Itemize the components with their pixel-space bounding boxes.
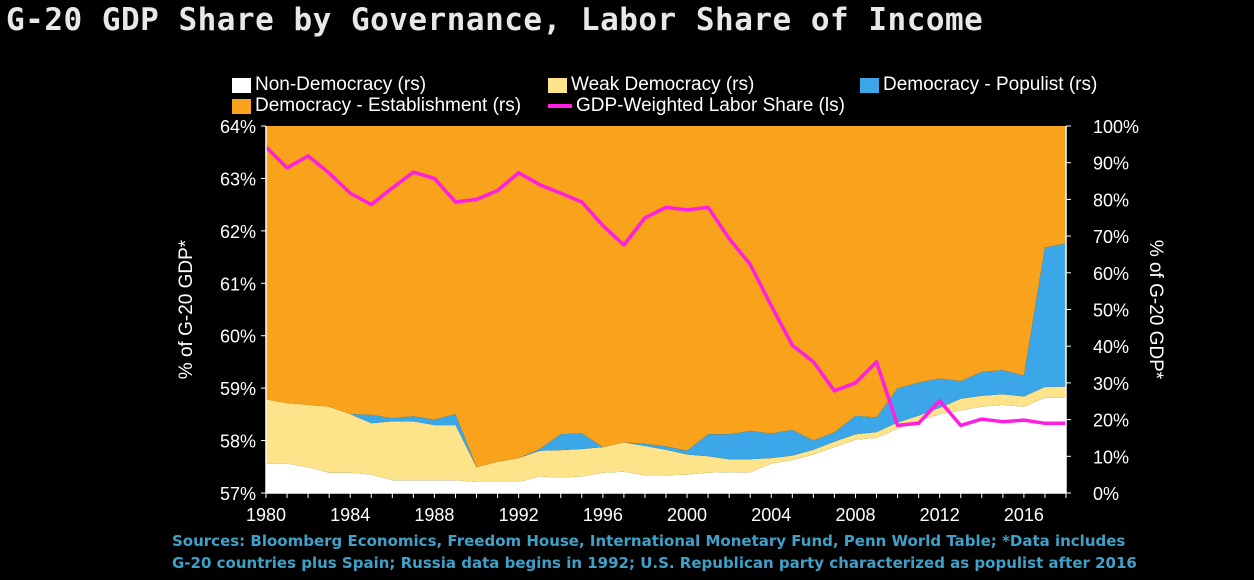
line-labor-share xyxy=(264,145,1066,428)
right-tick-label: 50% xyxy=(1093,301,1129,321)
right-tick-label: 0% xyxy=(1093,484,1119,504)
x-tick-label: 2000 xyxy=(667,505,707,525)
x-tick-label: 1992 xyxy=(499,505,539,525)
sources-note: Sources: Bloomberg Economics, Freedom Ho… xyxy=(172,530,1152,574)
plot-areas xyxy=(266,126,1066,493)
left-tick-label: 57% xyxy=(220,484,256,504)
x-tick-label: 1980 xyxy=(246,505,286,525)
area-democracy-establishment xyxy=(266,126,1066,468)
legend-label-labor-share: GDP-Weighted Labor Share (ls) xyxy=(576,95,845,116)
x-tick-label: 1984 xyxy=(330,505,370,525)
left-tick-label: 61% xyxy=(220,274,256,294)
x-tick-label: 2016 xyxy=(1004,505,1044,525)
chart-legend: Non-Democracy (rs) Weak Democracy (rs) D… xyxy=(232,74,1132,118)
legend-label-weak-democracy: Weak Democracy (rs) xyxy=(571,74,755,95)
right-tick-label: 40% xyxy=(1093,337,1129,357)
right-axis-title: % of G-20 GDP* xyxy=(1145,240,1166,380)
legend-label-non-democracy: Non-Democracy (rs) xyxy=(255,74,427,95)
plot-line xyxy=(264,145,1066,428)
left-axis-title: % of G-20 GDP* xyxy=(176,239,197,379)
right-tick-label: 100% xyxy=(1093,117,1139,137)
x-tick-label: 2004 xyxy=(751,505,791,525)
x-tick-label: 1996 xyxy=(583,505,623,525)
legend-swatch-non-democracy xyxy=(232,77,251,93)
right-tick-label: 90% xyxy=(1093,154,1129,174)
sources-line-2: G-20 countries plus Spain; Russia data b… xyxy=(172,554,1137,572)
right-tick-label: 80% xyxy=(1093,190,1129,210)
right-tick-label: 70% xyxy=(1093,227,1129,247)
right-tick-label: 10% xyxy=(1093,447,1129,467)
x-tick-label: 1988 xyxy=(414,505,454,525)
legend-swatch-democracy-establishment xyxy=(232,98,251,114)
x-tick-label: 2008 xyxy=(835,505,875,525)
legend-swatch-labor-share xyxy=(548,104,572,108)
legend-item-weak-democracy: Weak Democracy (rs) xyxy=(548,74,754,96)
left-tick-label: 62% xyxy=(220,222,256,242)
left-tick-label: 60% xyxy=(220,327,256,347)
page-title: G-20 GDP Share by Governance, Labor Shar… xyxy=(6,2,984,38)
legend-item-labor-share: GDP-Weighted Labor Share (ls) xyxy=(548,95,845,117)
sources-line-1: Sources: Bloomberg Economics, Freedom Ho… xyxy=(172,532,1126,550)
right-tick-label: 30% xyxy=(1093,374,1129,394)
area-non-democracy xyxy=(266,397,1066,493)
legend-label-democracy-establishment: Democracy - Establishment (rs) xyxy=(255,95,522,116)
left-tick-label: 58% xyxy=(220,432,256,452)
right-tick-label: 60% xyxy=(1093,264,1129,284)
legend-item-democracy-populist: Democracy - Populist (rs) xyxy=(860,74,1097,96)
left-tick-label: 59% xyxy=(220,379,256,399)
left-tick-label: 63% xyxy=(220,169,256,189)
right-tick-label: 20% xyxy=(1093,411,1129,431)
area-weak-democracy xyxy=(266,386,1066,482)
legend-swatch-democracy-populist xyxy=(860,77,879,93)
legend-swatch-weak-democracy xyxy=(548,77,567,93)
legend-label-democracy-populist: Democracy - Populist (rs) xyxy=(883,74,1098,95)
left-tick-label: 64% xyxy=(220,117,256,137)
x-tick-label: 2012 xyxy=(920,505,960,525)
legend-item-non-democracy: Non-Democracy (rs) xyxy=(232,74,426,96)
axes: 1980 1984 1988 1992 1996 2000 2004 2008 2012 2016… xyxy=(176,117,1166,525)
legend-item-democracy-establishment: Democracy - Establishment (rs) xyxy=(232,95,521,117)
